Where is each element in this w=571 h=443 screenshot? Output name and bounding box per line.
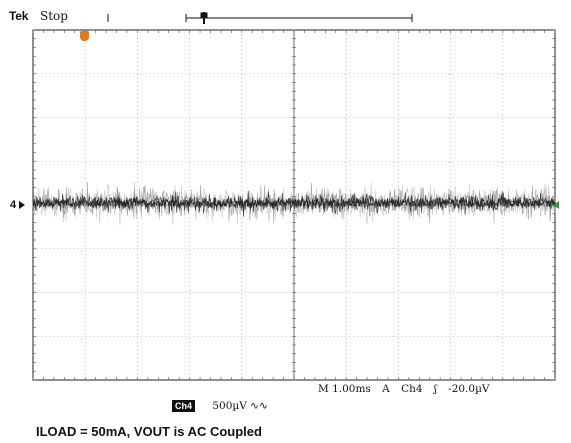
ground-arrow-icon: [19, 201, 25, 209]
trigger-level-marker: [553, 201, 559, 209]
trigger-level: -20.0µV: [448, 383, 490, 395]
channel-readout: Ch4 500µV ∿∿: [172, 400, 268, 412]
figure-caption: ILOAD = 50mA, VOUT is AC Coupled: [36, 424, 262, 439]
timebase-value: M 1.00ms: [318, 383, 371, 395]
trigger-mode: A: [382, 383, 390, 395]
trigger-position-marker: [80, 31, 89, 41]
acquisition-status: Stop: [40, 9, 68, 23]
trace-layer: [32, 196, 556, 210]
record-position-bar: [107, 12, 413, 24]
channel-scale: 500µV: [212, 400, 247, 412]
channel-ground-marker: 4: [10, 199, 25, 211]
trigger-source: Ch4: [401, 383, 423, 395]
waveform-display[interactable]: [0, 0, 571, 390]
bandwidth-limit-icon: ∿∿: [250, 400, 268, 412]
rising-edge-icon: ʃ: [433, 383, 437, 395]
channel-ground-label: 4: [10, 199, 17, 211]
timebase-readout: M 1.00ms A Ch4 ʃ -20.0µV: [318, 383, 497, 395]
noise-trace: [32, 182, 556, 226]
top-bar: Tek Stop: [0, 0, 571, 30]
channel-badge: Ch4: [172, 400, 196, 412]
brand-label: Tek: [9, 9, 29, 23]
